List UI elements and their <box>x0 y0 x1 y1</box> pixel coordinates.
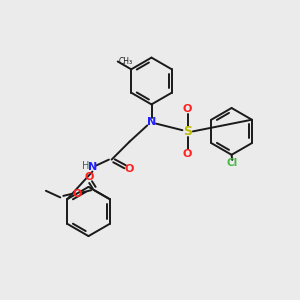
Text: Cl: Cl <box>226 158 238 168</box>
Text: CH₃: CH₃ <box>119 57 133 66</box>
Text: H: H <box>82 160 89 171</box>
Text: S: S <box>183 125 192 138</box>
Text: O: O <box>183 103 192 114</box>
Text: O: O <box>183 149 192 159</box>
Text: O: O <box>72 189 82 199</box>
Text: N: N <box>147 117 156 128</box>
Text: O: O <box>125 164 134 174</box>
Text: N: N <box>88 162 97 172</box>
Text: O: O <box>84 172 94 182</box>
